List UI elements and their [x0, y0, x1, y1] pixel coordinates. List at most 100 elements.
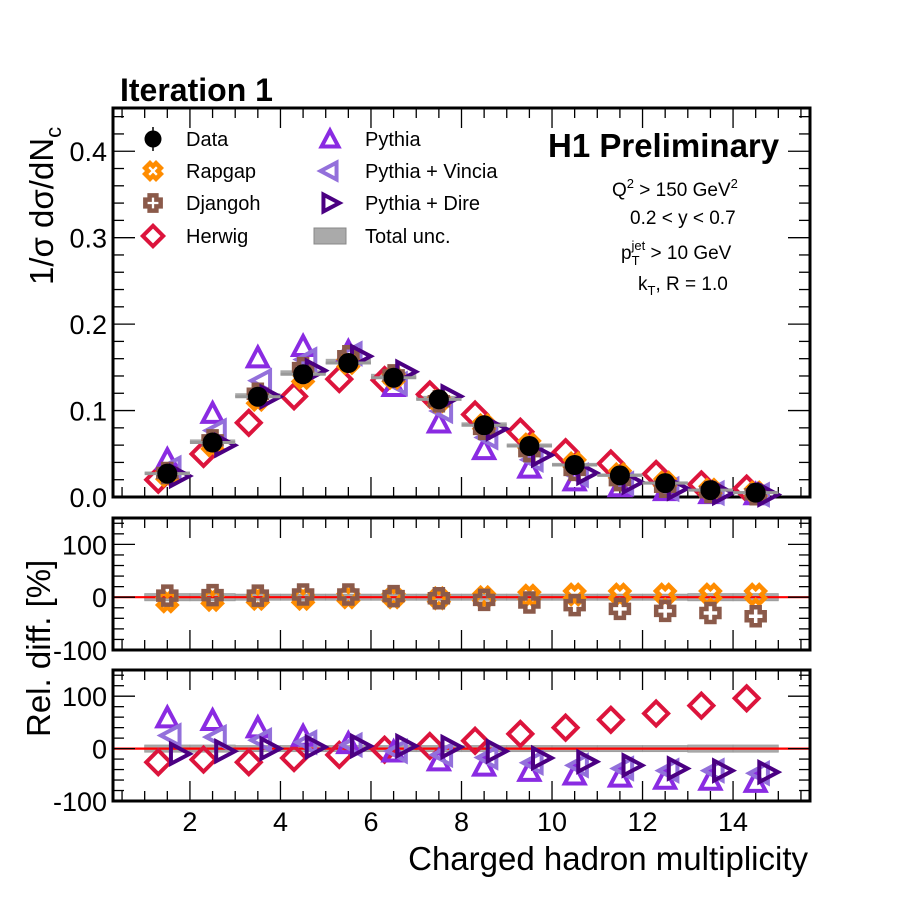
x-tick-label: 14	[718, 807, 748, 837]
cut-kt: kT, R = 1.0	[638, 274, 728, 298]
legend-entry: Data	[144, 127, 229, 151]
point-herwig	[233, 407, 264, 438]
x-tick-label: 8	[454, 807, 469, 837]
y-tick-label: 0.0	[69, 483, 107, 513]
experiment-label: H1 Preliminary	[548, 127, 780, 164]
legend-marker-triangle-right	[321, 191, 344, 215]
ratio-point-pythia	[561, 760, 588, 786]
ratio-point-djangoh	[608, 597, 632, 621]
ratio-point-djangoh	[744, 604, 767, 628]
ratio-point-herwig	[550, 712, 581, 743]
legend-marker-cross-x	[142, 160, 164, 182]
point-data	[700, 480, 721, 501]
point-pythia	[470, 435, 498, 461]
cut-pt: pTjet > 10 GeV	[621, 238, 732, 268]
ratio-point-dire	[576, 748, 602, 775]
ratio-point-djangoh-shape	[201, 583, 224, 607]
ratio-point-dire	[757, 758, 783, 786]
ratio-point-djangoh	[337, 583, 360, 606]
legend-label: Data	[186, 129, 229, 151]
series-herwig	[143, 364, 762, 778]
ratio-point-djangoh	[699, 601, 722, 625]
ratio-point-djangoh-shape	[472, 588, 496, 612]
ratio-point-herwig	[505, 719, 536, 749]
y-tick-label: 100	[62, 682, 107, 712]
ratio-point-djangoh	[201, 583, 224, 607]
ratio-point-djangoh-shape	[608, 597, 632, 621]
legend-entry: Herwig	[139, 222, 248, 250]
point-herwig	[324, 364, 355, 394]
point-data	[609, 465, 630, 486]
point-data	[338, 353, 359, 374]
ratio-point-djangoh-shape	[291, 583, 315, 606]
ratio-point-djangoh	[472, 588, 496, 612]
legend-label: Pythia + Vincia	[365, 161, 498, 183]
ratio-point-dire	[168, 740, 194, 768]
ratio-point-djangoh-shape	[156, 584, 179, 607]
ratio-point-djangoh-shape	[699, 601, 722, 625]
ratio-point-djangoh	[291, 583, 315, 606]
ratio-point-dire	[395, 732, 421, 760]
ratio-point-djangoh-shape	[337, 583, 360, 606]
ratio-point-djangoh-shape	[382, 584, 405, 608]
y-tick-label: 0	[92, 735, 107, 765]
series-data	[144, 353, 779, 503]
y-tick-label: 0	[92, 583, 107, 613]
point-data	[745, 482, 766, 503]
y-tick-label: -100	[53, 787, 107, 817]
point-herwig	[279, 381, 309, 412]
panel-frame	[111, 516, 812, 652]
ratio-point-djangoh-shape	[518, 591, 541, 614]
y-tick-label: 0.3	[69, 224, 107, 254]
ratio-point-djangoh	[563, 593, 586, 617]
ratio-point-herwig	[460, 725, 490, 756]
legend-entry: Rapgap	[142, 160, 256, 183]
ratio-point-herwig	[641, 698, 671, 729]
legend-entry: Pythia	[318, 126, 421, 151]
point-data	[428, 389, 449, 410]
ratio-point-pythia	[154, 703, 181, 729]
ratio-point-djangoh	[427, 587, 451, 610]
legend-entry: Djangoh	[143, 193, 261, 215]
ratio-point-herwig	[233, 747, 264, 778]
legend-marker-cross-plus	[143, 193, 163, 213]
legend-label: Djangoh	[186, 193, 261, 215]
x-tick-label: 2	[182, 807, 197, 837]
ratio-point-djangoh-shape	[744, 604, 767, 628]
legend-entry: Pythia + Dire	[321, 191, 480, 215]
ratio-point-djangoh	[382, 584, 405, 608]
cut-q2: Q2 > 150 GeV2	[612, 176, 738, 201]
ratio-point-rapgap-shape	[743, 582, 769, 607]
legend-marker-diamond	[139, 222, 167, 250]
point-data	[474, 415, 495, 436]
x-tick-label: 12	[628, 807, 658, 837]
ratio-point-dire	[712, 757, 738, 784]
point-pythia	[425, 408, 453, 434]
ratio-point-djangoh-shape	[563, 593, 586, 617]
point-data	[383, 367, 404, 388]
y-tick-label: 100	[62, 530, 107, 560]
ratio-point-djangoh	[156, 584, 179, 607]
ratio-point-vincia	[156, 722, 182, 749]
panel-frame	[111, 668, 812, 803]
point-data	[247, 386, 268, 407]
legend-marker-cross-plus-shape	[143, 193, 163, 213]
point-data	[564, 455, 585, 476]
ratio-point-pythia	[199, 706, 226, 732]
point-data	[519, 435, 540, 456]
ratio-point-dire	[531, 744, 556, 772]
ratio-point-herwig	[188, 744, 219, 775]
ratio-point-dire	[259, 735, 285, 762]
ratio-point-rapgap	[743, 582, 769, 607]
legend-marker-circle	[144, 130, 162, 148]
ratio-point-djangoh-shape	[246, 584, 270, 607]
point-data	[293, 364, 314, 385]
legend-marker-cross-x-shape	[142, 160, 164, 182]
legend-label: Herwig	[186, 226, 248, 248]
chart-title: Iteration 1	[120, 72, 273, 108]
panel-top: 0.0 0.1 0.2 0.3 0.4	[69, 106, 812, 513]
ratio-point-dire	[304, 733, 330, 761]
x-tick-label: 6	[363, 807, 378, 837]
ratio-point-herwig	[686, 690, 717, 721]
ratio-point-dire	[349, 732, 375, 760]
